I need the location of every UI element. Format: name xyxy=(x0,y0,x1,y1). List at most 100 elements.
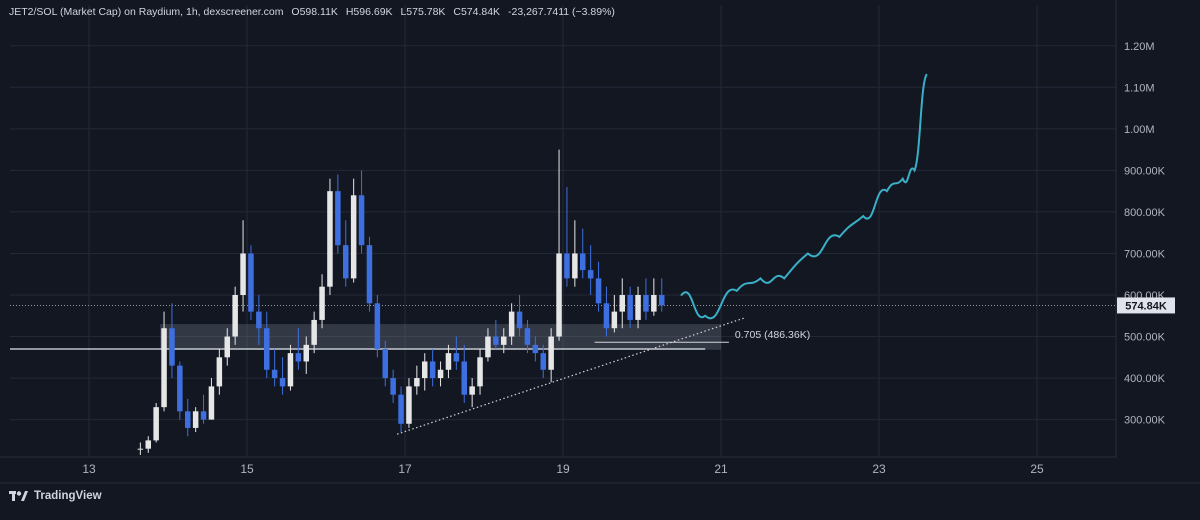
projection-group xyxy=(680,73,928,320)
candle-body xyxy=(659,295,665,306)
change-value: -23,267.7411 (−3.89%) xyxy=(507,6,615,18)
candle-body xyxy=(169,328,175,366)
candle-body xyxy=(271,369,278,379)
projection-path xyxy=(680,73,928,320)
candle-body xyxy=(643,295,649,312)
support-zone xyxy=(160,324,722,350)
candle-body xyxy=(580,253,586,271)
low-value: L575.78K xyxy=(400,6,446,18)
tradingview-logo-icon xyxy=(9,491,28,501)
candle-body xyxy=(327,191,333,287)
axes-group: 300.00K400.00K500.00K600.00K700.00K800.0… xyxy=(0,0,1200,484)
candle-body xyxy=(493,336,499,345)
candle-body xyxy=(390,378,396,395)
candle-body xyxy=(453,353,460,362)
candle-body xyxy=(603,303,610,329)
candle-body xyxy=(311,319,317,345)
fib-level-label: 0.705 (486.36K) xyxy=(735,329,810,341)
candle-body xyxy=(595,278,602,304)
candle-body xyxy=(200,411,207,420)
y-tick-label: 900.00K xyxy=(1124,165,1166,177)
candle-body xyxy=(264,328,270,370)
candle-body xyxy=(445,353,452,370)
x-tick-label: 13 xyxy=(82,462,96,476)
candles-group xyxy=(137,149,665,455)
candle-body xyxy=(414,378,420,387)
candle-body xyxy=(485,336,491,358)
candle-body xyxy=(366,245,373,304)
y-tick-label: 400.00K xyxy=(1124,373,1166,385)
candle-body xyxy=(611,311,618,329)
candle-body xyxy=(524,328,531,345)
y-tick-label: 1.10M xyxy=(1124,82,1155,94)
candle-body xyxy=(477,357,483,387)
brand-label: TradingView xyxy=(34,490,102,502)
high-value: H596.69K xyxy=(345,6,393,18)
candle-body xyxy=(303,344,309,362)
x-tick-label: 21 xyxy=(714,462,728,476)
candle-body xyxy=(422,361,428,379)
candle-body xyxy=(461,361,467,395)
candle-body xyxy=(627,295,633,320)
candle-body xyxy=(564,253,570,279)
candle-body xyxy=(516,311,523,329)
candle-body xyxy=(532,344,539,354)
y-tick-label: 800.00K xyxy=(1124,207,1166,219)
candle-body xyxy=(501,336,507,345)
candle-body xyxy=(256,311,262,329)
candle-body xyxy=(572,253,578,279)
candle-body xyxy=(398,394,404,424)
close-value: C574.84K xyxy=(453,6,501,18)
candle-body xyxy=(437,369,444,379)
candle-body xyxy=(619,295,625,312)
candle-body xyxy=(224,336,230,358)
tradingview-brand[interactable]: TradingView xyxy=(9,490,102,502)
x-tick-label: 23 xyxy=(872,462,886,476)
candle-body xyxy=(295,353,302,362)
y-tick-label: 500.00K xyxy=(1124,332,1166,344)
candle-body xyxy=(185,411,191,428)
candle-body xyxy=(469,386,475,395)
last-price-tag xyxy=(1117,297,1175,314)
candle-body xyxy=(145,440,151,449)
candle-body xyxy=(635,295,641,320)
x-tick-label: 17 xyxy=(398,462,412,476)
grid-lines xyxy=(10,5,1116,457)
candle-body xyxy=(335,191,341,246)
y-tick-label: 300.00K xyxy=(1124,415,1166,427)
y-tick-label: 1.20M xyxy=(1124,41,1155,53)
open-value: O598.11K xyxy=(291,6,338,18)
candle-body xyxy=(177,365,183,412)
pair-title: JET2/SOL (Market Cap) on Raydium, 1h, de… xyxy=(9,6,284,18)
candle-body xyxy=(406,386,412,424)
candle-body xyxy=(161,328,167,408)
candle-body xyxy=(153,407,159,441)
candle-body xyxy=(240,253,246,295)
candle-body xyxy=(343,245,349,279)
candle-body xyxy=(358,195,365,246)
candle-body xyxy=(587,270,594,279)
y-tick-label: 1.00M xyxy=(1124,124,1155,136)
y-tick-label: 700.00K xyxy=(1124,248,1166,260)
candle-body xyxy=(232,295,238,337)
candle-body xyxy=(548,336,554,370)
candle-body xyxy=(216,357,223,387)
x-tick-label: 25 xyxy=(1030,462,1044,476)
candle-body xyxy=(287,353,294,387)
candle-body xyxy=(508,311,515,337)
candle-body xyxy=(208,386,215,420)
candle-body xyxy=(382,349,388,379)
ohlc-legend: JET2/SOL (Market Cap) on Raydium, 1h, de… xyxy=(9,6,620,18)
candle-body xyxy=(137,448,144,450)
candle-body xyxy=(556,253,562,337)
x-tick-label: 19 xyxy=(556,462,570,476)
last-price-label: 574.84K xyxy=(1125,300,1167,312)
candle-body xyxy=(651,295,657,312)
candle-body xyxy=(319,286,325,320)
drawing-overlays: 0.705 (486.36K) xyxy=(10,304,1116,435)
candle-body xyxy=(350,195,357,279)
x-tick-label: 15 xyxy=(240,462,254,476)
